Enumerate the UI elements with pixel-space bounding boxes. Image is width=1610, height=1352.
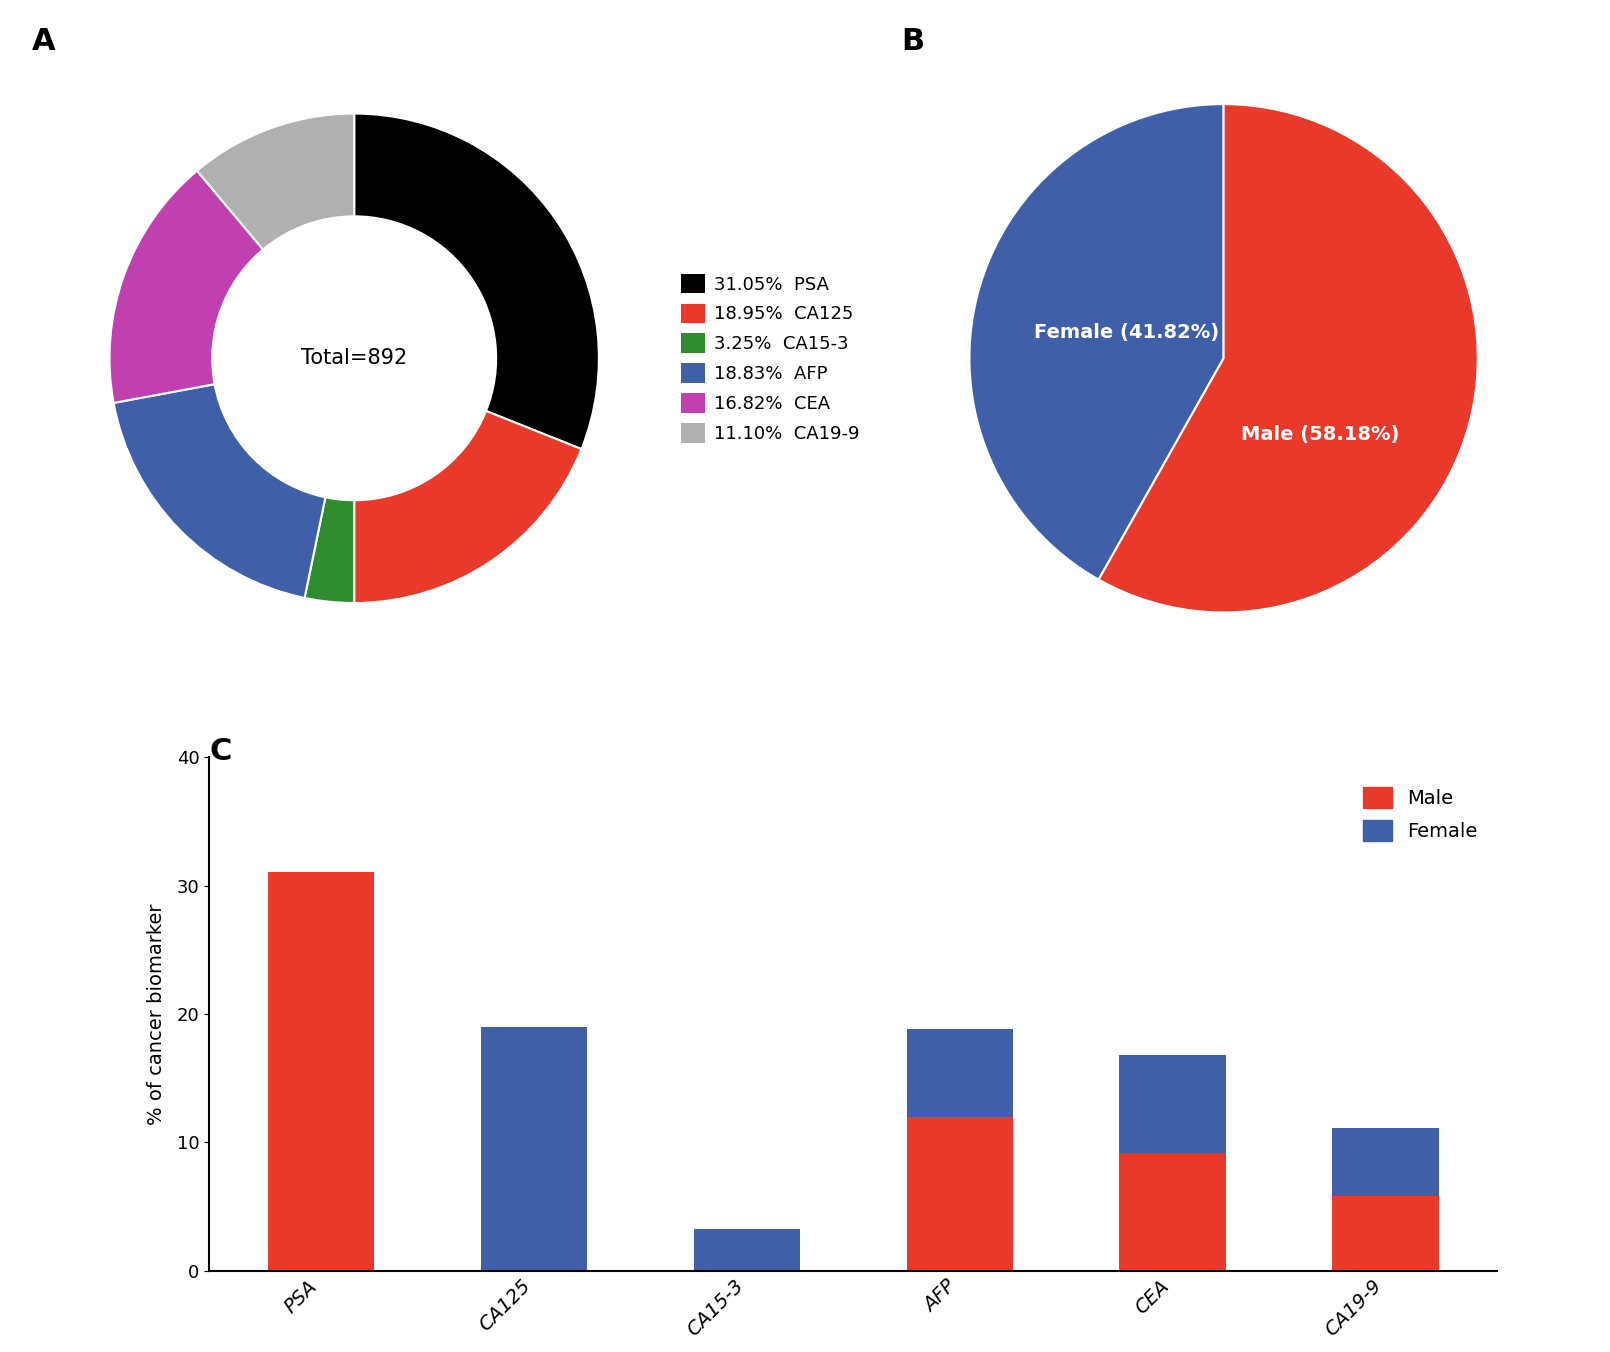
Legend: Male, Female: Male, Female	[1352, 777, 1488, 850]
Text: C: C	[209, 737, 232, 765]
Bar	[1119, 1153, 1225, 1271]
Wedge shape	[354, 411, 581, 603]
Wedge shape	[196, 114, 354, 250]
Wedge shape	[969, 104, 1224, 580]
Legend: 31.05%  PSA, 18.95%  CA125, 3.25%  CA15-3, 18.83%  AFP, 16.82%  CEA, 11.10%  CA1: 31.05% PSA, 18.95% CA125, 3.25% CA15-3, …	[681, 274, 860, 442]
Bar	[694, 1229, 800, 1271]
Wedge shape	[1098, 104, 1478, 612]
Bar	[1333, 1197, 1439, 1271]
Wedge shape	[354, 114, 599, 449]
Y-axis label: % of cancer biomarker: % of cancer biomarker	[147, 903, 166, 1125]
Bar	[1333, 1129, 1439, 1197]
Bar	[267, 872, 374, 1271]
Wedge shape	[304, 498, 354, 603]
Wedge shape	[109, 170, 262, 403]
Text: A: A	[32, 27, 56, 55]
Text: Male (58.18%): Male (58.18%)	[1241, 425, 1399, 443]
Wedge shape	[114, 384, 325, 598]
Text: Total=892: Total=892	[301, 349, 407, 368]
Bar	[1119, 1055, 1225, 1153]
Bar	[481, 1028, 588, 1271]
Bar	[906, 1029, 1013, 1117]
Text: B: B	[902, 27, 924, 55]
Bar	[906, 1117, 1013, 1271]
Text: Female (41.82%): Female (41.82%)	[1035, 323, 1220, 342]
